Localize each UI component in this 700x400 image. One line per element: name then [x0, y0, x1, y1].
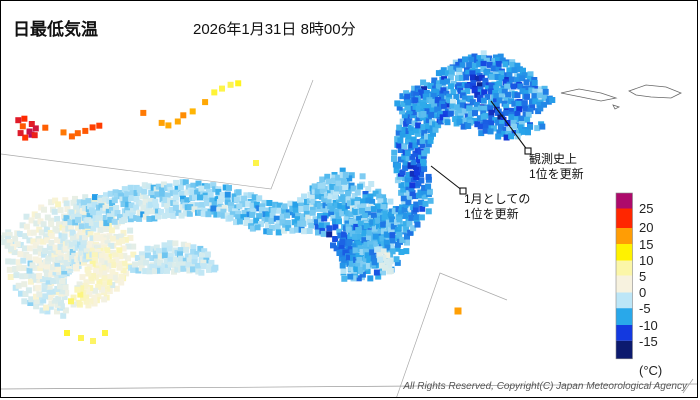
svg-text:(°C): (°C) [639, 363, 662, 378]
svg-text:25: 25 [639, 201, 653, 216]
svg-text:5: 5 [639, 269, 646, 284]
svg-text:20: 20 [639, 220, 653, 235]
svg-text:-15: -15 [639, 334, 658, 349]
svg-text:-5: -5 [639, 301, 651, 316]
svg-text:0: 0 [639, 285, 646, 300]
svg-text:-10: -10 [639, 318, 658, 333]
svg-text:10: 10 [639, 253, 653, 268]
svg-text:15: 15 [639, 237, 653, 252]
